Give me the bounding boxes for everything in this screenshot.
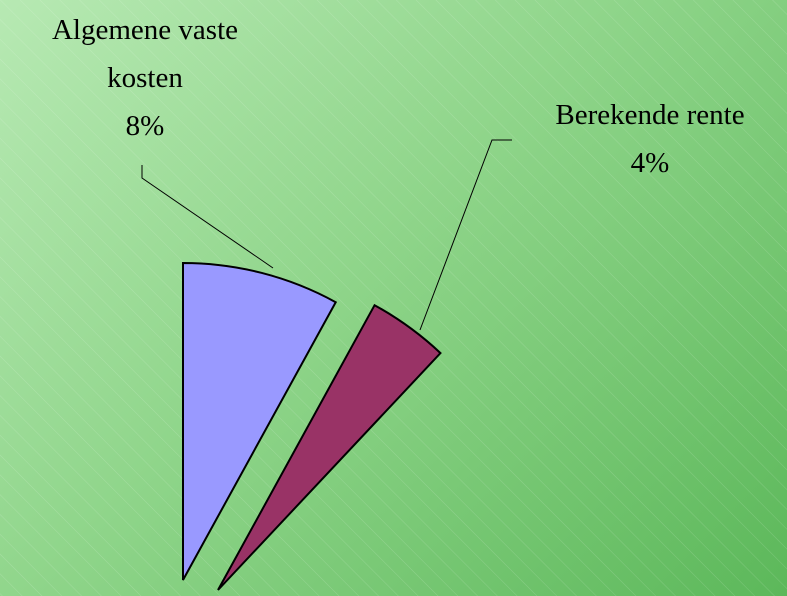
leader-line bbox=[419, 139, 512, 331]
slice-label: Algemene vaste kosten 8% bbox=[20, 6, 270, 150]
pie-slice bbox=[182, 261, 338, 581]
slices bbox=[182, 261, 442, 591]
slice-label: Berekende rente 4% bbox=[510, 91, 787, 187]
value-label: 8% bbox=[125, 110, 165, 142]
category-label: Algemene vaste kosten bbox=[51, 14, 238, 94]
leader-line bbox=[141, 165, 274, 269]
value-label: 4% bbox=[630, 147, 670, 179]
pie-slice bbox=[217, 303, 442, 591]
category-label: Berekende rente bbox=[555, 99, 745, 131]
